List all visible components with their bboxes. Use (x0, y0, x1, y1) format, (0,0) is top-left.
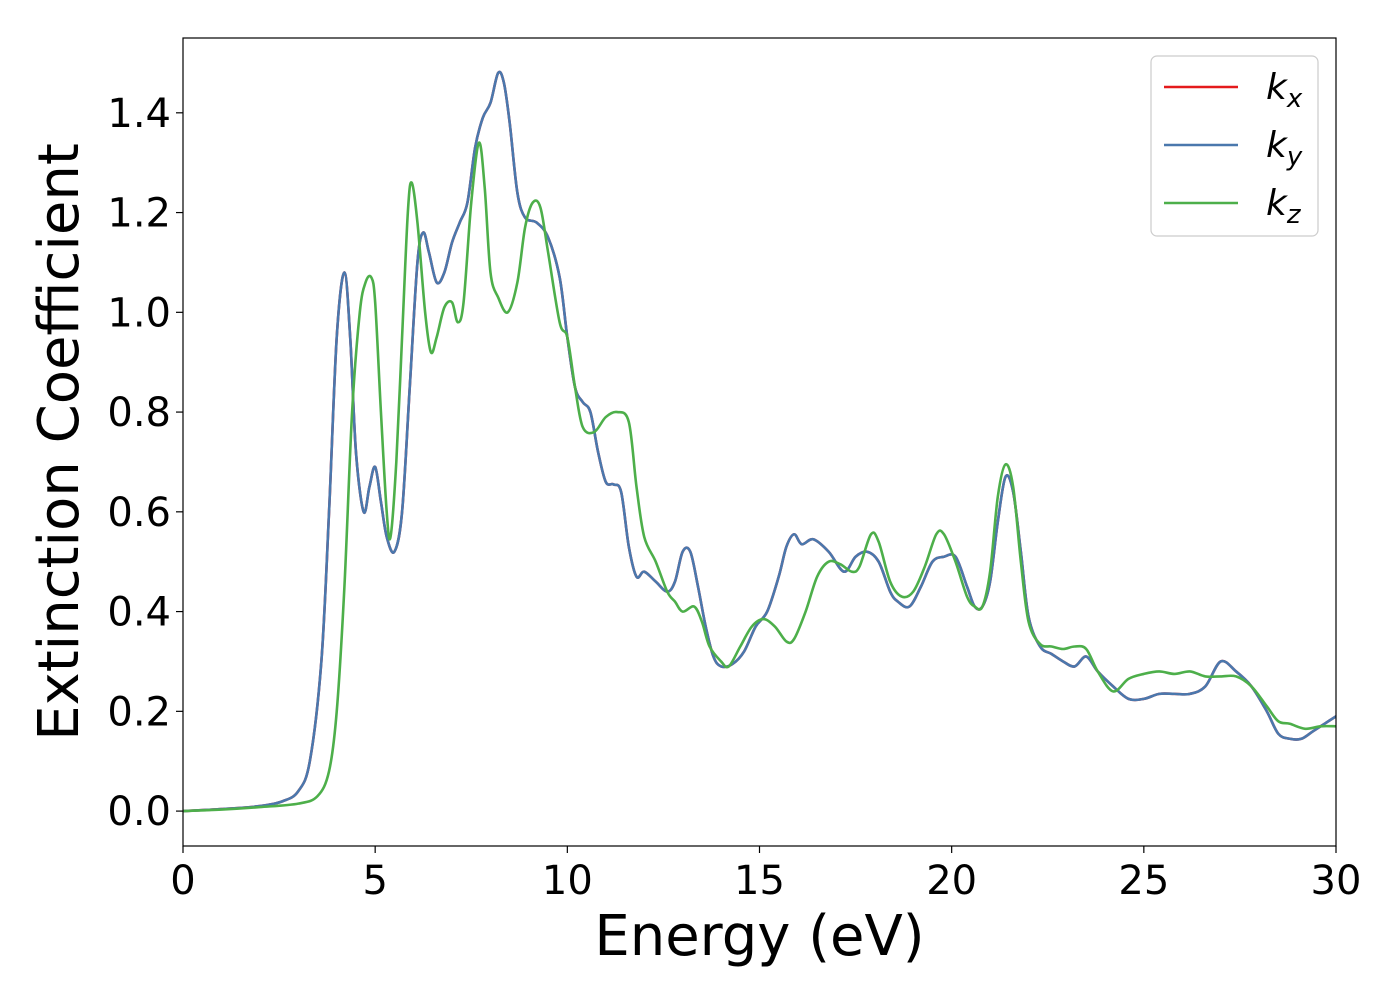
x-tick-label: 10 (542, 858, 593, 904)
y-axis: 0.0 0.2 0.4 0.6 0.8 1.0 1.2 1.4 (107, 91, 183, 835)
x-tick-label: 15 (734, 858, 785, 904)
legend-label-y: ky (1266, 125, 1303, 172)
x-axis: 0 5 10 15 20 25 30 (170, 846, 1361, 904)
y-tick-label: 0.8 (107, 390, 171, 436)
x-tick-label: 20 (926, 858, 977, 904)
legend-label-x: kx (1266, 67, 1303, 114)
x-tick-label: 30 (1311, 858, 1362, 904)
x-tick-label: 0 (170, 858, 195, 904)
x-tick-label: 5 (362, 858, 387, 904)
y-tick-label: 0.0 (107, 789, 171, 835)
x-tick-label: 25 (1118, 858, 1169, 904)
legend-label-z: kz (1266, 183, 1302, 230)
y-tick-label: 1.2 (107, 191, 171, 237)
x-axis-title: Energy (eV) (594, 904, 924, 969)
series-line-z (183, 141, 1336, 813)
series-layer (183, 70, 1336, 813)
y-tick-label: 0.4 (107, 590, 171, 636)
legend: kx ky kz (1150, 55, 1319, 237)
y-tick-label: 1.0 (107, 290, 171, 336)
y-tick-label: 0.6 (107, 490, 171, 536)
y-axis-title: Extinction Coefficient (27, 143, 92, 741)
y-tick-label: 0.2 (107, 689, 171, 735)
y-tick-label: 1.4 (107, 91, 171, 137)
series-line-y (183, 70, 1336, 813)
